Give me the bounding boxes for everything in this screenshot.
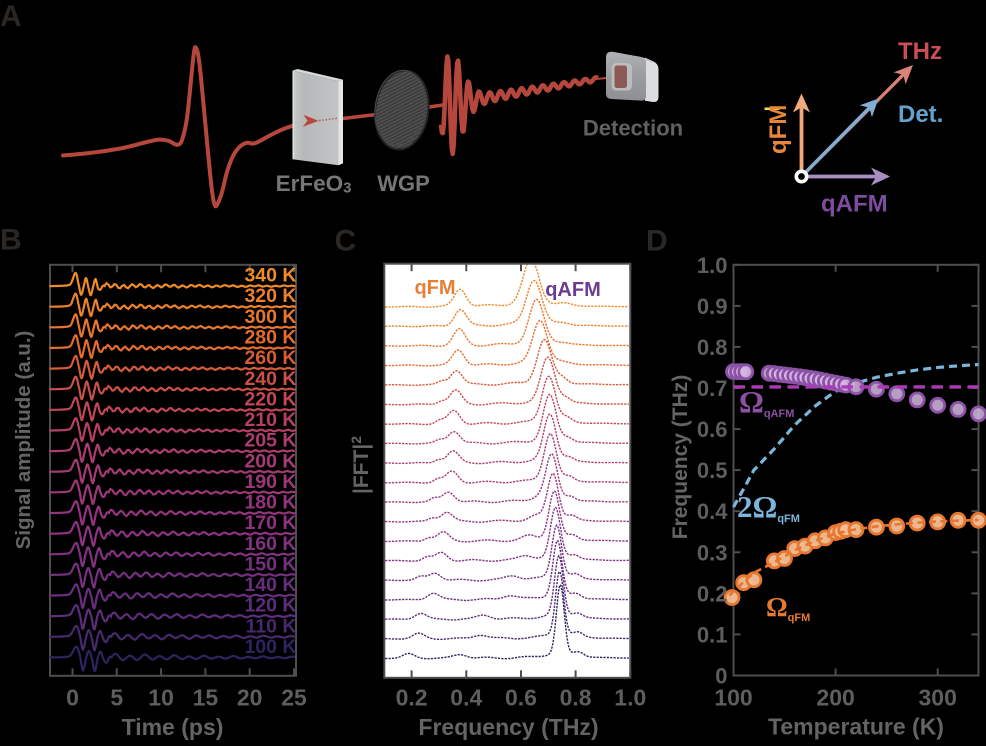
svg-text:qAFM: qAFM <box>545 279 601 301</box>
svg-text:|FFT|2: |FFT|2 <box>348 436 373 494</box>
svg-text:10: 10 <box>148 685 174 711</box>
svg-text:B: B <box>0 224 22 257</box>
svg-text:100 K: 100 K <box>244 636 296 658</box>
svg-text:25: 25 <box>281 685 307 711</box>
svg-text:0.4: 0.4 <box>450 685 482 711</box>
svg-text:120 K: 120 K <box>244 595 296 617</box>
svg-text:190 K: 190 K <box>244 471 296 493</box>
svg-text:Signal amplitude (a.u.): Signal amplitude (a.u.) <box>12 331 35 550</box>
svg-text:0.6: 0.6 <box>697 417 728 442</box>
svg-text:200: 200 <box>816 685 854 711</box>
svg-text:100: 100 <box>714 685 752 711</box>
svg-text:qFM: qFM <box>765 105 792 154</box>
svg-text:Frequency (THz): Frequency (THz) <box>418 714 598 740</box>
svg-text:0.5: 0.5 <box>697 458 728 483</box>
svg-text:ErFeO3: ErFeO3 <box>276 171 352 197</box>
svg-text:340 K: 340 K <box>244 265 296 287</box>
svg-text:0.7: 0.7 <box>697 376 728 401</box>
svg-text:140 K: 140 K <box>244 574 296 596</box>
svg-text:Time (ps): Time (ps) <box>122 714 224 740</box>
svg-text:Frequency (THz): Frequency (THz) <box>669 375 692 540</box>
svg-text:1.0: 1.0 <box>614 685 646 711</box>
svg-text:0.4: 0.4 <box>697 499 728 524</box>
svg-text:0.2: 0.2 <box>396 685 428 711</box>
svg-text:A: A <box>0 0 22 33</box>
svg-text:WGP: WGP <box>377 171 430 196</box>
svg-text:2ΩqFM: 2ΩqFM <box>737 489 800 525</box>
svg-text:240 K: 240 K <box>244 368 296 390</box>
svg-text:15: 15 <box>193 685 219 711</box>
svg-text:1.0: 1.0 <box>697 253 728 278</box>
svg-text:qFM: qFM <box>414 277 455 299</box>
svg-text:260 K: 260 K <box>244 347 296 369</box>
svg-text:5: 5 <box>110 685 123 711</box>
svg-text:ΩqAFM: ΩqAFM <box>739 384 794 420</box>
svg-text:0: 0 <box>715 664 727 689</box>
svg-text:0.9: 0.9 <box>697 294 728 319</box>
svg-text:20: 20 <box>237 685 263 711</box>
svg-text:ΩqFM: ΩqFM <box>766 592 810 624</box>
svg-text:280 K: 280 K <box>244 327 296 349</box>
svg-text:205 K: 205 K <box>244 430 296 452</box>
svg-text:110 K: 110 K <box>246 615 297 637</box>
svg-text:180 K: 180 K <box>244 492 296 514</box>
svg-text:210 K: 210 K <box>244 409 296 431</box>
svg-text:300: 300 <box>919 685 957 711</box>
svg-text:qAFM: qAFM <box>821 191 888 218</box>
svg-text:Temperature (K): Temperature (K) <box>768 714 944 740</box>
svg-text:160 K: 160 K <box>244 533 296 555</box>
svg-text:0.2: 0.2 <box>697 581 728 606</box>
svg-text:C: C <box>335 225 357 258</box>
svg-text:0.1: 0.1 <box>697 622 728 647</box>
svg-text:THz: THz <box>898 38 942 65</box>
svg-text:300 K: 300 K <box>244 306 296 328</box>
svg-text:170 K: 170 K <box>244 512 296 534</box>
svg-text:220 K: 220 K <box>244 388 296 410</box>
svg-text:Detection: Detection <box>583 116 683 141</box>
svg-text:320 K: 320 K <box>244 285 296 307</box>
svg-text:150 K: 150 K <box>244 553 296 575</box>
svg-text:200 K: 200 K <box>244 450 296 472</box>
svg-text:0.6: 0.6 <box>505 685 537 711</box>
svg-text:0: 0 <box>66 685 79 711</box>
svg-text:0.3: 0.3 <box>697 540 728 565</box>
svg-text:Det.: Det. <box>898 101 943 128</box>
svg-text:0.8: 0.8 <box>560 685 592 711</box>
svg-text:0.8: 0.8 <box>697 335 728 360</box>
svg-text:D: D <box>646 225 668 258</box>
